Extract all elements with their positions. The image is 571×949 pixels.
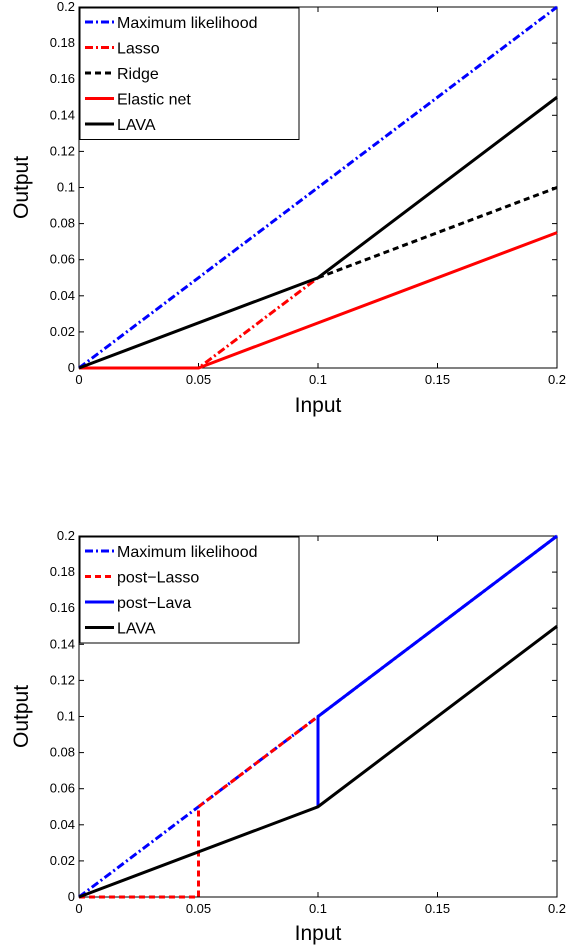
y-tick-label: 0 [68,889,75,904]
y-axis-label: Output [10,156,33,219]
legend-label-4: LAVA [117,117,156,134]
y-tick-label: 0.2 [57,528,75,543]
x-tick-label: 0 [75,901,82,916]
x-tick-label: 0.1 [309,372,327,387]
y-tick-label: 0.12 [50,672,75,687]
y-tick-label: 0.16 [50,600,75,615]
series-line-2 [316,534,558,807]
legend-label-3: LAVA [117,621,156,638]
y-tick-label: 0.16 [50,71,75,86]
legend-label-3: Elastic net [117,92,191,109]
y-tick-label: 0.06 [50,252,75,267]
y-tick-label: 0.18 [50,564,75,579]
series-line-4 [78,96,558,370]
series-line-3 [79,231,558,370]
y-tick-label: 0.06 [50,781,75,796]
x-tick-label: 0.15 [425,901,450,916]
y-tick-label: 0.08 [50,745,75,760]
y-tick-label: 0.02 [50,324,75,339]
x-tick-label: 0.05 [186,901,211,916]
y-tick-label: 0.12 [50,143,75,158]
series-line-2 [317,186,558,280]
legend-box [79,536,300,644]
x-axis-label: Input [295,394,342,417]
legend-label-2: Ridge [117,66,159,83]
legend-label-1: post−Lasso [117,570,199,587]
legend-label-0: Maximum likelihood [117,544,258,561]
y-tick-label: 0.14 [50,107,75,122]
y-tick-label: 0.1 [57,709,75,724]
legend-label-1: Lasso [117,41,160,58]
y-tick-label: 0 [68,360,75,375]
y-tick-label: 0.04 [50,288,75,303]
y-tick-label: 0.08 [50,216,75,231]
y-tick-label: 0.14 [50,636,75,651]
x-tick-label: 0.15 [425,372,450,387]
x-tick-label: 0 [75,372,82,387]
y-tick-label: 0.04 [50,817,75,832]
y-tick-label: 0.2 [57,0,75,14]
x-tick-label: 0.1 [309,901,327,916]
legend: Maximum likelihood post−Lasso post−Lava LAV… [79,536,300,644]
y-tick-label: 0.18 [50,35,75,50]
chart-bottom: 0 0.05 0.1 0.15 0.2 0 0.02 0.04 0.06 0.08 0.1 0.12 0… [10,528,566,945]
legend: Maximum likelihood Lasso Ridge Elastic net L… [79,7,300,140]
x-tick-label: 0.2 [548,901,566,916]
legend-label-0: Maximum likelihood [117,15,258,32]
x-tick-label: 0.2 [548,372,566,387]
legend-box [79,7,300,140]
legend-label-2: post−Lava [117,595,191,612]
y-tick-label: 0.1 [57,180,75,195]
y-tick-label: 0.02 [50,853,75,868]
chart-top: 0 0.05 0.1 0.15 0.2 0 0.02 0.04 0.06 0.08 0.1 0.12 0… [10,0,566,417]
series-line-3 [78,625,558,899]
y-axis-label: Output [10,685,33,748]
x-axis-label: Input [295,922,342,945]
x-tick-label: 0.05 [186,372,211,387]
series-line-0 [78,5,558,370]
